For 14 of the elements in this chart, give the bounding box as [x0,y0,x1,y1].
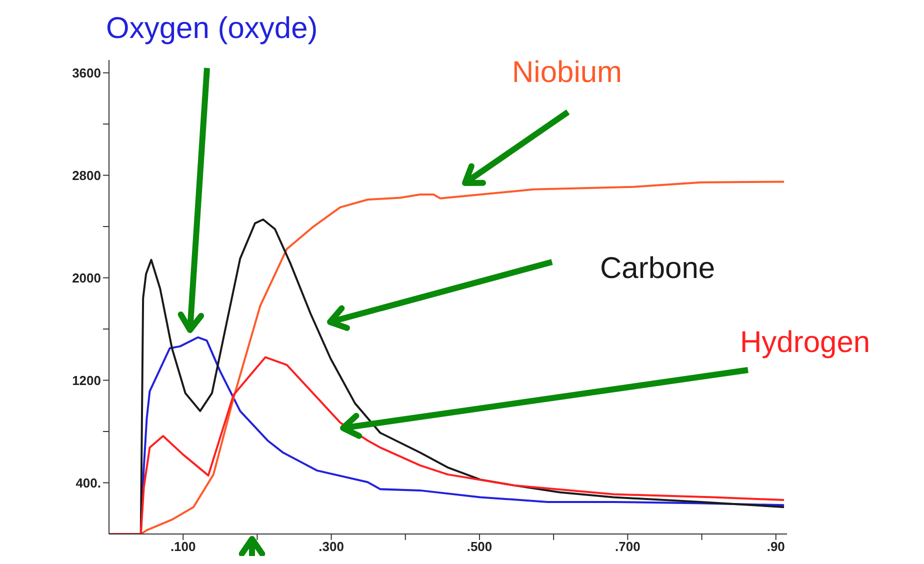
y-tick-label: 400. [76,475,101,490]
text: Hydrogen [740,326,870,360]
y-tick-label: 2800 [72,168,101,183]
x-tick-label: .100 [170,539,196,554]
y-tick-label: 2000 [72,270,101,286]
x-tick-label: .300 [318,539,344,554]
text: Oxygen (oxyde) [106,12,318,46]
x-tick-label: .90 [766,539,785,554]
text: Niobium [512,56,622,90]
text: Carbone [600,252,716,286]
x-tick-label: .700 [615,539,640,554]
y-tick-label: 3600 [72,65,101,80]
y-tick-label: 1200 [72,372,101,388]
x-tick-label: .500 [466,539,492,554]
